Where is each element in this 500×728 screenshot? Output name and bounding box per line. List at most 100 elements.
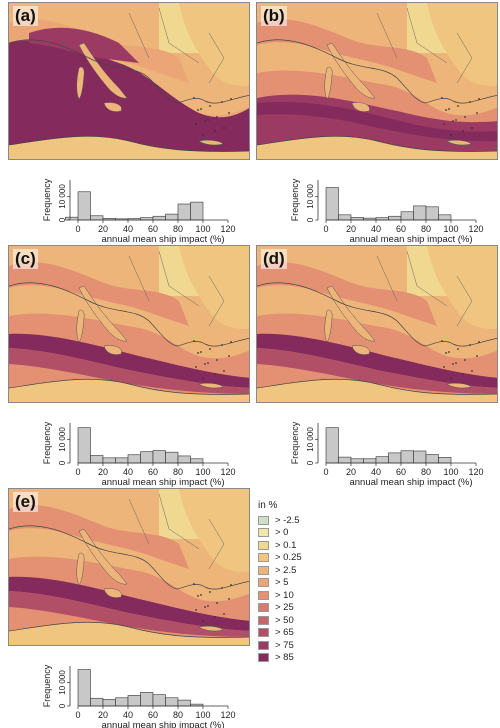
x-tick-label: 20 xyxy=(98,224,108,234)
histogram-d-svg: 0 20 40 60 80 100 120 0 10 000 annual mean ship i… xyxy=(290,421,484,488)
map-d-svg xyxy=(257,246,497,402)
sea-north xyxy=(257,18,437,83)
histogram-bar xyxy=(77,191,91,221)
aegean-island xyxy=(195,123,197,125)
histogram-bar xyxy=(425,454,439,464)
x-tick-label: 0 xyxy=(75,710,80,720)
x-axis-label: annual mean ship impact (%) xyxy=(101,234,224,245)
x-tick-label: 60 xyxy=(148,467,158,477)
map-c-svg xyxy=(9,246,249,402)
island-crete xyxy=(446,139,472,146)
aegean-island xyxy=(221,101,223,103)
aegean-island xyxy=(202,134,204,136)
sea-north xyxy=(9,504,189,569)
sea-north xyxy=(9,261,189,326)
aegean-island xyxy=(452,120,454,122)
x-tick-label: 20 xyxy=(98,710,108,720)
aegean-island xyxy=(441,340,443,342)
shipping-lane-edge xyxy=(9,591,249,637)
aegean-island xyxy=(216,116,218,118)
aegean-island xyxy=(223,370,225,372)
histogram-bar xyxy=(77,669,91,707)
aegean-island xyxy=(445,352,447,354)
x-tick-label: 60 xyxy=(396,224,406,234)
aegean-island xyxy=(214,373,216,375)
aegean-island xyxy=(214,616,216,618)
shipping-lane-edge xyxy=(9,348,249,394)
borders xyxy=(128,7,225,84)
coastline-africa xyxy=(257,135,497,152)
aegean-island xyxy=(455,362,457,364)
land-italy xyxy=(326,285,376,342)
legend-swatch xyxy=(258,603,269,613)
island-sicily xyxy=(103,102,122,112)
x-tick-label: 120 xyxy=(468,224,483,234)
legend-label: > 2.5 xyxy=(275,564,297,576)
aegean-island xyxy=(200,108,202,110)
aegean-island xyxy=(228,598,230,600)
x-tick-label: 20 xyxy=(98,467,108,477)
y-tick-label: 0 xyxy=(58,217,67,222)
y-axis-label: Frequency xyxy=(42,178,52,221)
aegean-island xyxy=(464,116,466,118)
histogram-bar xyxy=(90,697,104,707)
legend-label: > 85 xyxy=(275,652,294,664)
histogram-bar xyxy=(90,455,104,464)
aegean-island xyxy=(457,348,459,350)
aegean-island xyxy=(448,108,450,110)
legend-item: > 50 xyxy=(258,614,348,627)
x-tick-label: 120 xyxy=(220,467,235,477)
aegean-island xyxy=(202,377,204,379)
aegean-island xyxy=(441,97,443,99)
x-tick-label: 100 xyxy=(195,467,210,477)
land-italy xyxy=(78,285,128,342)
aegean-island xyxy=(478,98,480,100)
y-tick-label: 0 xyxy=(306,217,315,222)
x-tick-label: 80 xyxy=(173,710,183,720)
land-africa xyxy=(9,379,249,402)
aegean-island xyxy=(445,109,447,111)
aegean-island xyxy=(193,340,195,342)
coastline-north xyxy=(257,39,497,104)
x-tick-label: 0 xyxy=(75,467,80,477)
legend-rows: > -2.5 > 0 > 0.1 > 0.25 > 2.5 > 5 > 10 > 25 > 50… xyxy=(258,514,348,664)
aegean-island xyxy=(464,359,466,361)
x-tick-label: 40 xyxy=(371,467,381,477)
x-tick-label: 100 xyxy=(443,224,458,234)
aegean-island xyxy=(448,351,450,353)
aegean-island xyxy=(228,355,230,357)
aegean-island xyxy=(216,602,218,604)
histogram-bar xyxy=(90,215,104,221)
island-sicily xyxy=(103,588,122,598)
histogram-bar xyxy=(165,451,179,464)
aegean-island xyxy=(476,112,478,114)
histogram-bar xyxy=(152,694,166,707)
histogram-bar xyxy=(338,456,352,464)
coastline-north xyxy=(257,282,497,347)
legend-swatch xyxy=(258,515,269,525)
histogram-bar xyxy=(165,697,179,707)
legend-item: > 75 xyxy=(258,639,348,652)
impact-zone-high xyxy=(9,40,249,153)
sea-north xyxy=(257,261,437,326)
histogram-bar xyxy=(115,457,129,464)
legend-item: > 65 xyxy=(258,627,348,640)
x-tick-label: 40 xyxy=(123,710,133,720)
histogram-d: 0 20 40 60 80 100 120 0 10 000 annual mean ship i… xyxy=(256,403,498,488)
histogram-bar xyxy=(400,450,414,464)
legend-label: > 0 xyxy=(275,527,289,539)
aegean-island xyxy=(469,344,471,346)
island-sardinia xyxy=(76,66,85,100)
aegean-island xyxy=(193,583,195,585)
histogram-bar xyxy=(400,211,414,221)
x-tick-label: 120 xyxy=(468,467,483,477)
legend-label: > -2.5 xyxy=(275,514,300,526)
legend-item: > 0 xyxy=(258,527,348,540)
histogram-bar xyxy=(102,457,116,464)
aegean-island xyxy=(214,130,216,132)
y-axis-label: Frequency xyxy=(42,664,52,707)
x-tick-label: 20 xyxy=(346,224,356,234)
aegean-island xyxy=(471,370,473,372)
aegean-island xyxy=(200,351,202,353)
map-a-svg xyxy=(9,3,249,159)
